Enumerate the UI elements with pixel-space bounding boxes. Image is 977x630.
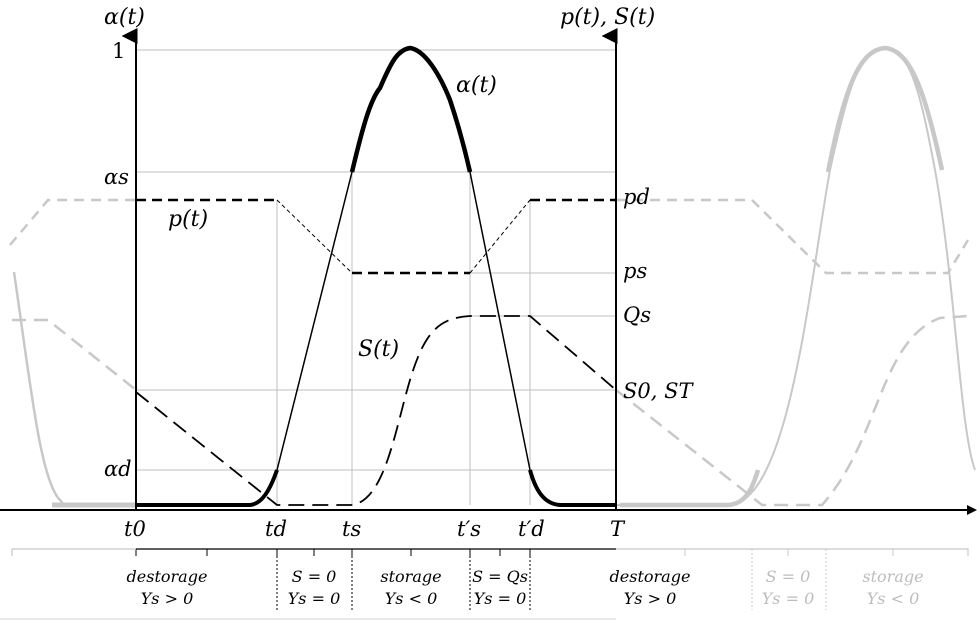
ghost-price-left (9, 198, 136, 246)
ghost-curves (9, 45, 976, 508)
ghost-alpha-right-bold (620, 45, 945, 508)
left-tick-alpha-s: αs (104, 165, 129, 189)
x-tick-ts-prime: t′s (457, 517, 481, 541)
phase-7-line1: storage (862, 567, 923, 586)
phase-brackets (0, 548, 969, 620)
main-curves (135, 45, 617, 507)
price-curve-label: p(t) (168, 207, 208, 232)
horizontal-guides (136, 49, 616, 471)
ghost-alpha-left (12, 271, 136, 507)
phase-5-line1: destorage (610, 567, 691, 586)
right-tick-s0-st: S0, ST (623, 379, 694, 403)
phase-7-line2: Ys < 0 (867, 589, 920, 608)
ghost-price-right (616, 198, 970, 275)
x-tick-T: T (610, 517, 626, 541)
left-tick-alpha-d: αd (104, 457, 132, 481)
price-curve-ramp-down (276, 199, 353, 274)
phase-3-line2: Ys < 0 (385, 589, 438, 608)
ghost-storage-left (12, 318, 137, 391)
right-tick-qs: Qs (623, 303, 651, 327)
ghost-alpha-right (616, 46, 976, 506)
x-tick-ts: ts (342, 517, 361, 541)
phase-6-line1: S = 0 (766, 567, 811, 586)
right-axis-label: p(t), S(t) (560, 5, 655, 30)
phase-2-line2: Ys = 0 (288, 589, 341, 608)
right-tick-ps: ps (623, 259, 647, 283)
left-tick-one: 1 (112, 39, 125, 63)
phase-1-line2: Ys > 0 (141, 589, 194, 608)
axes (0, 28, 977, 515)
phase-1-line1: destorage (127, 567, 208, 586)
right-tick-pd: pd (623, 185, 650, 209)
alpha-curve-bold-low (136, 469, 279, 507)
ghost-storage-right (615, 314, 969, 507)
ghost-bracket-left (11, 548, 136, 556)
phase-4-line1: S = Qs (472, 567, 528, 586)
phase-4-line2: Ys = 0 (474, 589, 527, 608)
vertical-guides (276, 172, 531, 505)
x-tick-td-prime: t′d (518, 517, 545, 541)
storage-curve-label: S(t) (358, 337, 399, 362)
alpha-curve-bold-high (528, 469, 616, 507)
ghost-bracket-right (616, 548, 969, 556)
x-tick-t0: t0 (124, 517, 146, 541)
x-tick-td: td (265, 517, 287, 541)
phase-2-line1: S = 0 (292, 567, 337, 586)
alpha-curve-label: α(t) (456, 73, 497, 98)
phase-3-line1: storage (380, 567, 441, 586)
alpha-curve-bold-peak (349, 45, 473, 173)
alpha-curve (136, 47, 616, 506)
phase-labels: destorage Ys > 0 S = 0 Ys = 0 storage Ys… (127, 567, 924, 608)
phase-6-line2: Ys = 0 (762, 589, 815, 608)
phase-5-line2: Ys > 0 (624, 589, 677, 608)
x-axis-arrow (967, 505, 977, 515)
storage-curve (135, 315, 617, 506)
left-axis-label: α(t) (104, 5, 145, 30)
price-curve-ramp-up (469, 199, 531, 274)
